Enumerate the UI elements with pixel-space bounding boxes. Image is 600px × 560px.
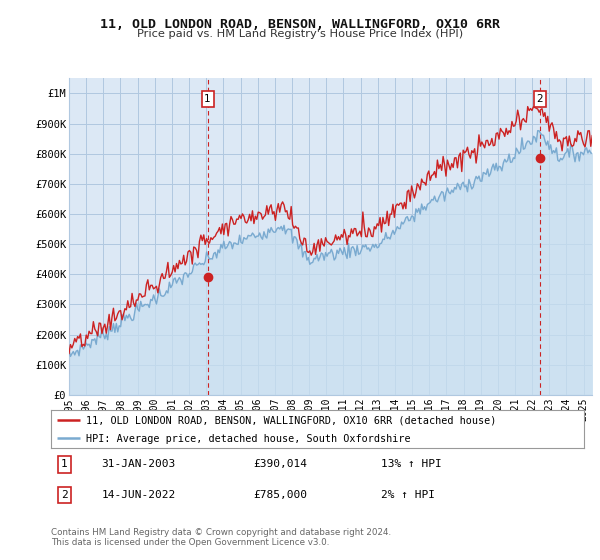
Text: 11, OLD LONDON ROAD, BENSON, WALLINGFORD, OX10 6RR: 11, OLD LONDON ROAD, BENSON, WALLINGFORD… [100,18,500,31]
Text: 1: 1 [204,94,211,104]
Text: 13% ↑ HPI: 13% ↑ HPI [382,459,442,469]
Text: £390,014: £390,014 [253,459,307,469]
Text: 14-JUN-2022: 14-JUN-2022 [101,490,176,500]
Text: HPI: Average price, detached house, South Oxfordshire: HPI: Average price, detached house, Sout… [86,434,410,444]
Text: Contains HM Land Registry data © Crown copyright and database right 2024.
This d: Contains HM Land Registry data © Crown c… [51,528,391,548]
Text: 2: 2 [536,94,543,104]
Text: 1: 1 [61,459,68,469]
Text: 31-JAN-2003: 31-JAN-2003 [101,459,176,469]
Text: 2% ↑ HPI: 2% ↑ HPI [382,490,436,500]
Text: Price paid vs. HM Land Registry's House Price Index (HPI): Price paid vs. HM Land Registry's House … [137,29,463,39]
Text: 11, OLD LONDON ROAD, BENSON, WALLINGFORD, OX10 6RR (detached house): 11, OLD LONDON ROAD, BENSON, WALLINGFORD… [86,416,496,426]
Text: £785,000: £785,000 [253,490,307,500]
Text: 2: 2 [61,490,68,500]
